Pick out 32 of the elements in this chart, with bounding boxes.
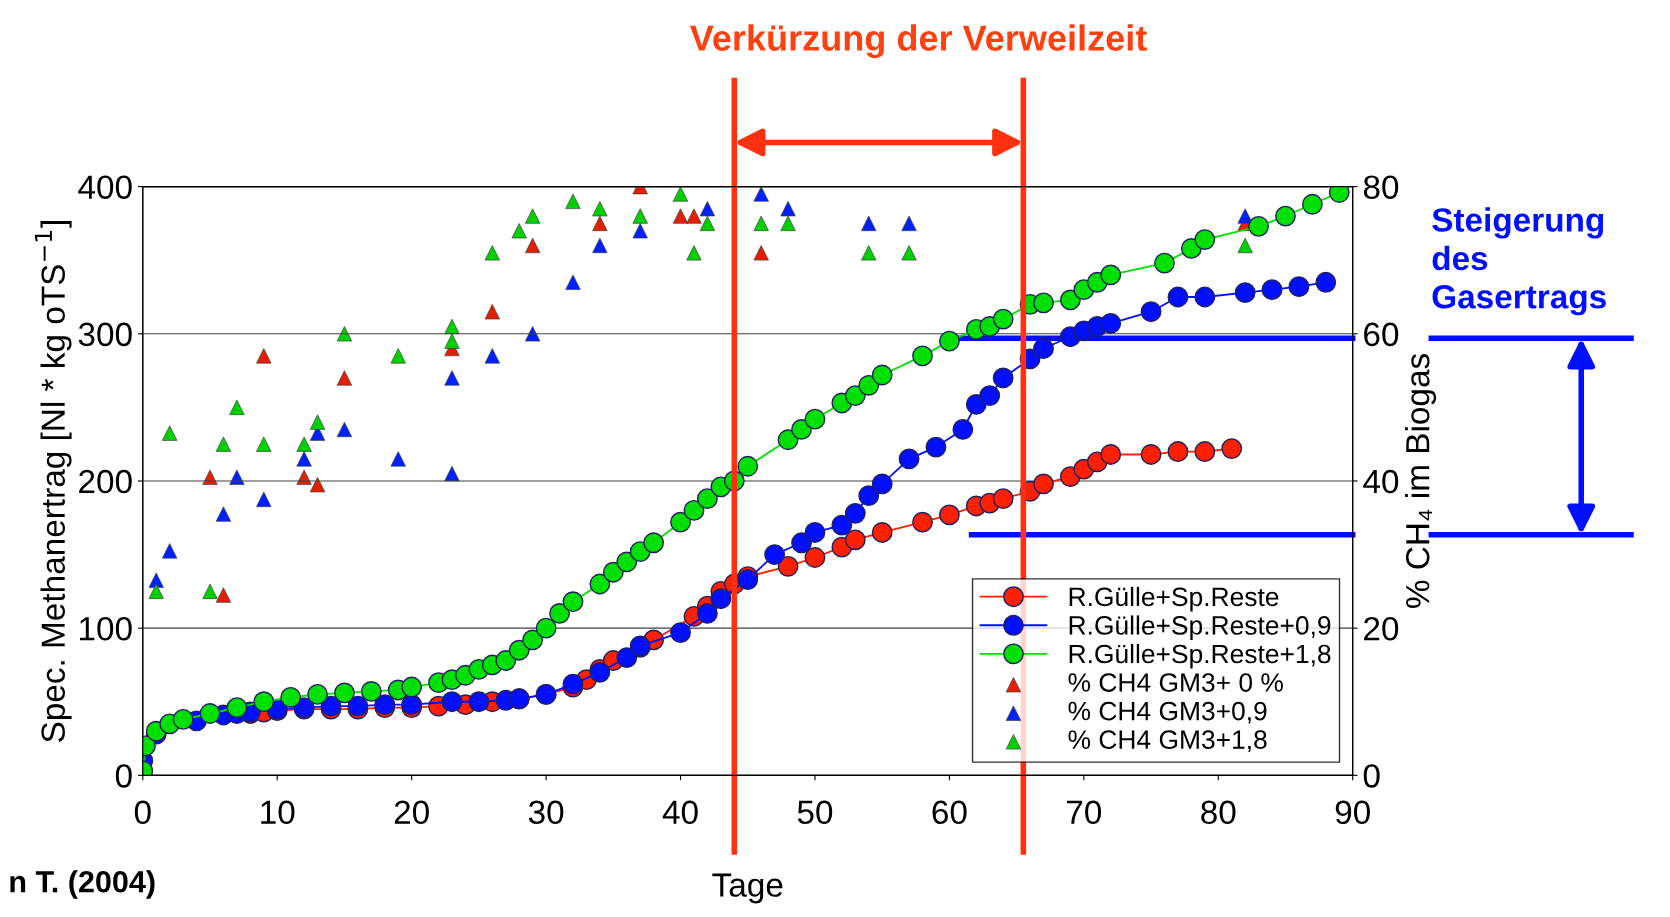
x-tick-label: 20 bbox=[394, 800, 429, 825]
chart-title: Verkürzung der Verweilzeit bbox=[689, 24, 1147, 59]
y2-tick-label: 60 bbox=[1364, 322, 1399, 347]
x-axis-title: Tage bbox=[712, 873, 783, 904]
y2-tick-label: 20 bbox=[1364, 616, 1399, 641]
x-tick-label: 50 bbox=[797, 800, 833, 825]
y2-axis-title: % CH₄ im Biogas bbox=[1405, 354, 1437, 608]
text: Steigerung des Gasertrags bbox=[1432, 207, 1606, 316]
legend-label: % CH4 GM3+0,9 bbox=[1068, 701, 1267, 724]
text: n T. (2004) bbox=[10, 870, 155, 899]
x-tick-label: 70 bbox=[1067, 800, 1102, 825]
legend-label: R.Gülle+Sp.Reste bbox=[1069, 586, 1279, 612]
legend-label: R.Gülle+Sp.Reste+1,8 bbox=[1069, 643, 1331, 669]
legend-label: % CH4 GM3+1,8 bbox=[1068, 730, 1267, 753]
legend-label: R.Gülle+Sp.Reste+0,9 bbox=[1069, 615, 1331, 640]
y-tick-label: 400 bbox=[78, 175, 132, 200]
y-tick-label: 100 bbox=[80, 616, 132, 641]
y2-tick-label: 80 bbox=[1363, 175, 1399, 200]
x-tick-label: 10 bbox=[261, 800, 295, 825]
y-tick-label: 300 bbox=[78, 322, 132, 347]
y2-tick-label: 0 bbox=[1363, 764, 1380, 788]
y-axis-title: Spec. Methanertrag [Nl * kg oTS$^{−1}$] bbox=[34, 221, 72, 742]
x-tick-label: 40 bbox=[662, 800, 698, 825]
x-tick-label: 80 bbox=[1201, 800, 1236, 825]
x-tick-label: 60 bbox=[932, 800, 967, 825]
x-tick-label: 90 bbox=[1335, 800, 1370, 825]
x-tick-label: 30 bbox=[528, 800, 564, 825]
y2-tick-label: 40 bbox=[1363, 469, 1399, 494]
y-tick-label: 0 bbox=[115, 764, 132, 788]
legend-label: % CH4 GM3+ 0 % bbox=[1068, 673, 1283, 692]
y-tick-label: 200 bbox=[79, 469, 132, 494]
x-tick-label: 0 bbox=[134, 800, 151, 825]
